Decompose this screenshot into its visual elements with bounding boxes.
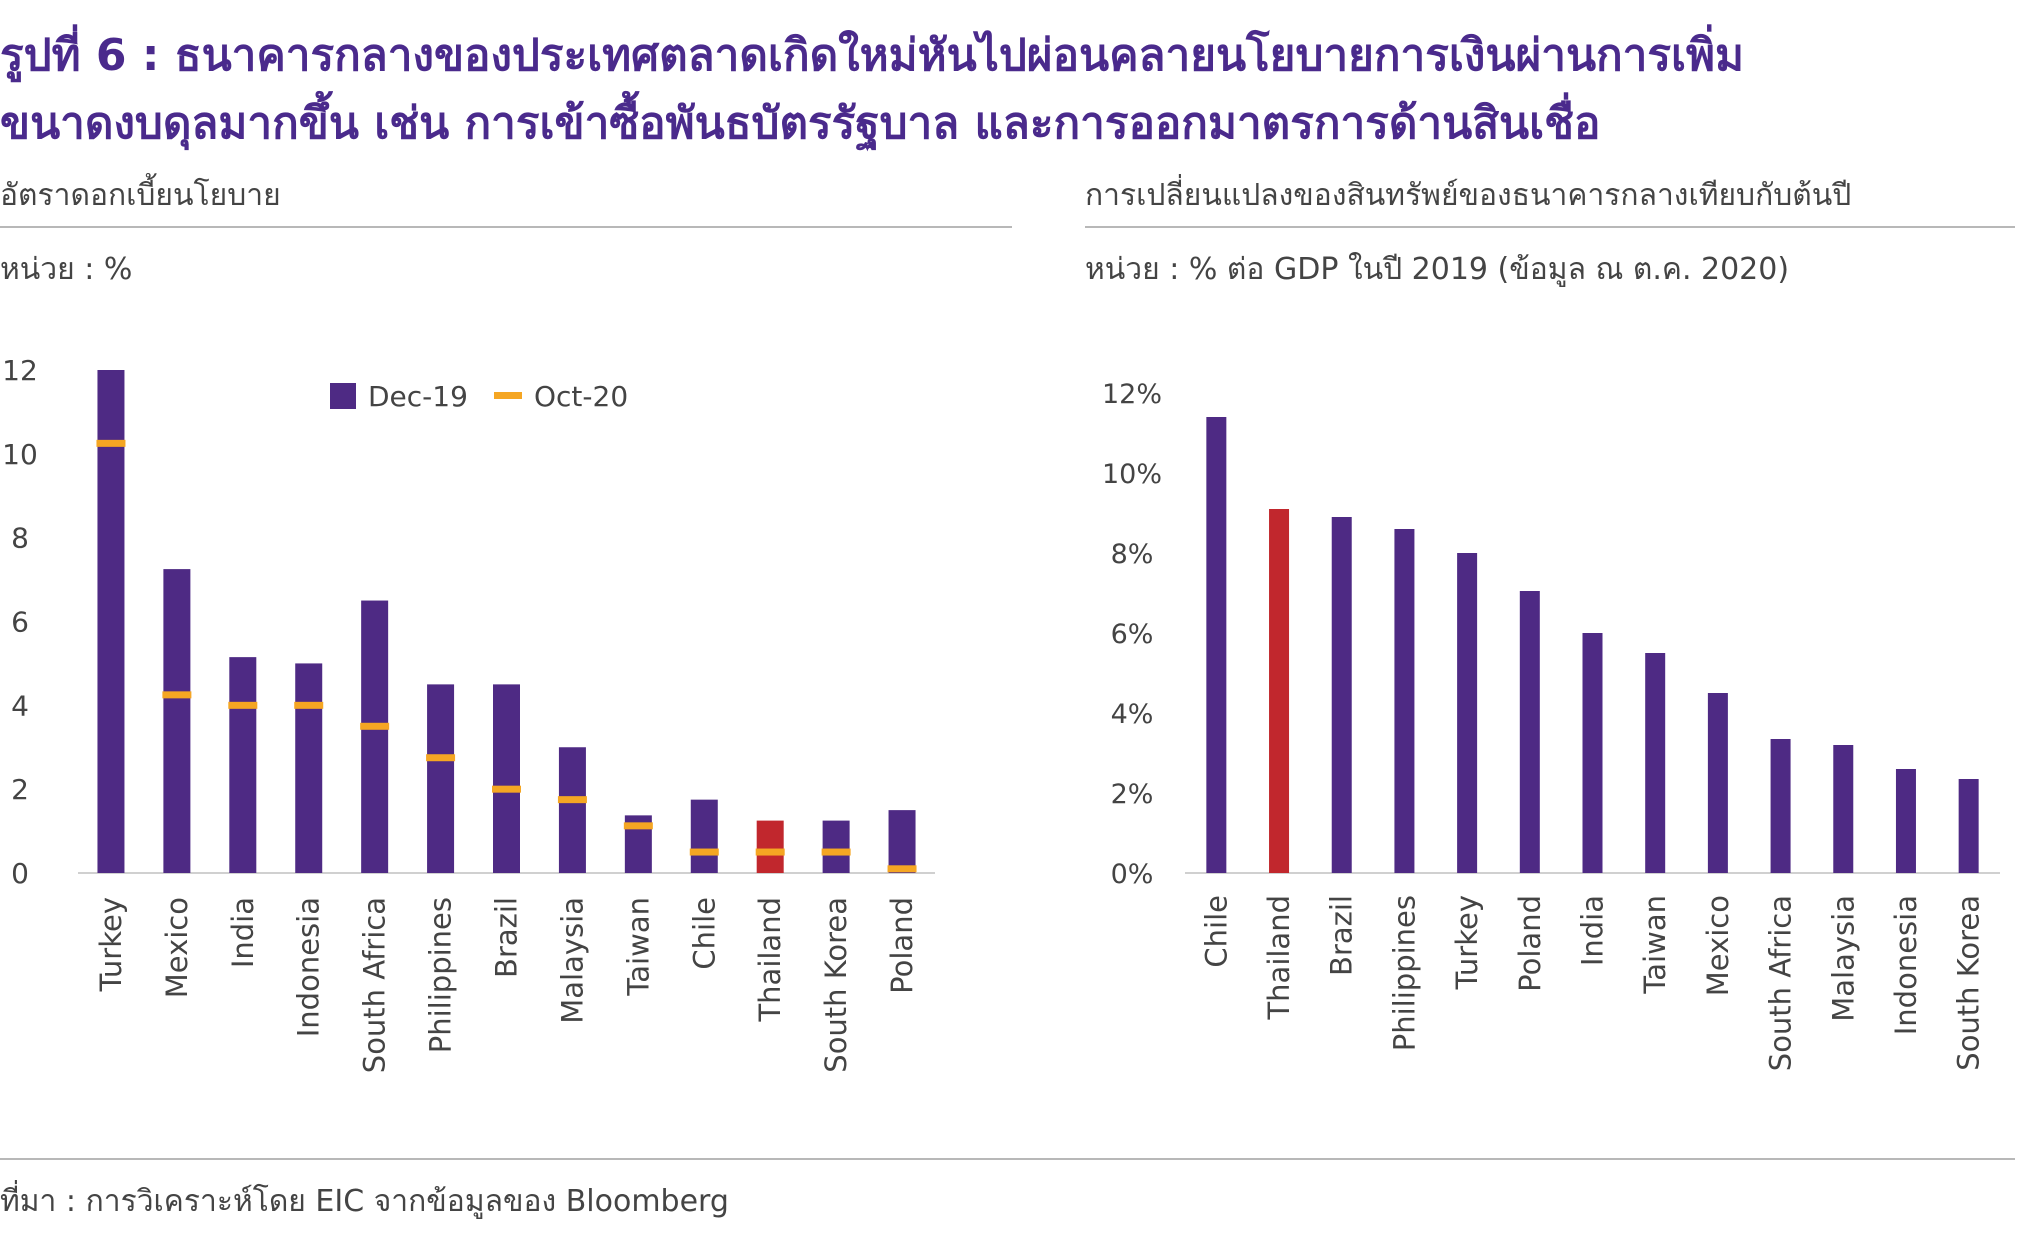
bar-dec19-south-korea [822, 820, 850, 873]
x-tick-label: Indonesia [1889, 895, 1923, 1035]
x-tick-label: Malaysia [1826, 895, 1860, 1022]
bar-south-korea [1958, 779, 1979, 873]
legend-label-dec19: Dec-19 [368, 380, 468, 413]
marker-oct20-india [228, 701, 258, 709]
bar-dec19-turkey [97, 370, 125, 873]
bar-mexico [1707, 693, 1728, 873]
right-panel-rule [1085, 226, 2015, 228]
bar-dec19-mexico [163, 569, 191, 873]
x-tick-label: Philippines [424, 897, 458, 1053]
x-tick-label: Mexico [160, 897, 194, 998]
x-tick-label: Indonesia [292, 897, 326, 1037]
y-tick-label: 12 [2, 354, 38, 387]
x-tick-label: Taiwan [621, 897, 655, 997]
legend-swatch-oct20 [494, 392, 522, 399]
marker-oct20-thailand [755, 848, 785, 856]
x-tick-label: Thailand [1262, 895, 1296, 1021]
figure-title-line1: รูปที่ 6 : ธนาคารกลางของประเทศตลาดเกิดให… [0, 30, 1745, 81]
x-tick-label: Turkey [1450, 895, 1484, 990]
y-tick-label: 4% [1111, 699, 1154, 730]
bar-dec19-indonesia [295, 663, 323, 873]
bar-dec19-malaysia [558, 747, 586, 873]
x-tick-label: Chile [687, 897, 721, 970]
y-tick-label: 2% [1111, 779, 1154, 810]
y-tick-label: 0% [1111, 859, 1154, 890]
bar-dec19-thailand [756, 820, 784, 873]
y-tick-label: 10 [2, 438, 38, 471]
bar-south-africa [1770, 739, 1791, 873]
bar-dec19-brazil [493, 684, 520, 873]
bar-dec19-south-africa [361, 600, 389, 873]
bar-india [1582, 633, 1603, 873]
bar-turkey [1457, 553, 1478, 873]
figure-title: รูปที่ 6 : ธนาคารกลางของประเทศตลาดเกิดให… [0, 22, 2035, 158]
bar-dec19-philippines [427, 684, 455, 873]
bar-dec19-chile [690, 799, 718, 873]
x-tick-label: India [226, 897, 260, 968]
source-note: ที่มา : การวิเคราะห์โดย EIC จากข้อมูลของ… [0, 1184, 729, 1219]
bar-poland [1519, 591, 1540, 873]
legend-label-oct20: Oct-20 [534, 380, 628, 413]
marker-oct20-taiwan [623, 822, 653, 830]
bar-taiwan [1645, 653, 1666, 873]
marker-oct20-chile [689, 848, 719, 856]
bar-malaysia [1833, 745, 1854, 873]
marker-oct20-turkey [96, 439, 126, 447]
marker-oct20-south-africa [360, 722, 390, 730]
legend-swatch-dec19 [330, 383, 356, 409]
bar-indonesia [1895, 769, 1916, 873]
bar-chile [1206, 417, 1227, 873]
right-panel-title: การเปลี่ยนแปลงของสินทรัพย์ของธนาคารกลางเ… [1085, 178, 1852, 213]
y-tick-label: 8 [11, 522, 29, 555]
bar-brazil [1331, 517, 1352, 873]
left-panel-unit: หน่วย : % [0, 252, 133, 287]
x-tick-label: Poland [885, 897, 919, 994]
x-tick-label: Malaysia [555, 897, 589, 1024]
y-tick-label: 2 [11, 773, 29, 806]
x-tick-label: South Africa [1764, 895, 1798, 1071]
footer-rule [0, 1158, 2015, 1160]
marker-oct20-poland [887, 865, 917, 873]
legend: Dec-19 Oct-20 [330, 380, 628, 413]
y-tick-label: 8% [1111, 539, 1154, 570]
y-tick-label: 0 [11, 857, 29, 890]
x-tick-label: Brazil [1325, 895, 1359, 976]
x-tick-label: Philippines [1387, 895, 1421, 1051]
y-tick-label: 6 [11, 606, 29, 639]
marker-oct20-philippines [426, 754, 456, 762]
x-tick-label: Brazil [490, 897, 524, 978]
y-tick-label: 12% [1102, 379, 1162, 410]
x-tick-label: Turkey [94, 897, 128, 992]
policy-rate-chart: 0 2 4 6 8 10 12 Turkey Mexico India Indonesia South… [2, 354, 935, 1073]
x-tick-label: India [1576, 895, 1610, 966]
right-panel-unit: หน่วย : % ต่อ GDP ในปี 2019 (ข้อมูล ณ ต.… [1085, 252, 1790, 287]
x-tick-label: South Korea [819, 897, 853, 1073]
bar-dec19-india [229, 657, 257, 873]
marker-oct20-brazil [492, 785, 521, 793]
marker-oct20-indonesia [294, 701, 324, 709]
x-tick-label: South Korea [1952, 895, 1986, 1071]
figure-title-line2: ขนาดงบดุลมากขึ้น เช่น การเข้าซื้อพันธบัต… [0, 98, 1601, 149]
y-tick-label: 6% [1111, 619, 1154, 650]
bar-dec19-poland [888, 810, 916, 873]
x-tick-label: South Africa [358, 897, 392, 1073]
x-tick-label: Mexico [1701, 895, 1735, 996]
x-tick-label: Poland [1513, 895, 1547, 992]
balance-sheet-chart: 0% 2% 4% 6% 8% 10% 12% Chile Thailand Brazil Phili… [1102, 379, 2000, 1071]
y-tick-label: 10% [1102, 459, 1162, 490]
marker-oct20-mexico [162, 691, 192, 699]
marker-oct20-south-korea [821, 848, 851, 856]
x-tick-label: Taiwan [1638, 895, 1672, 995]
bar-thailand [1269, 509, 1290, 873]
y-tick-label: 4 [11, 689, 29, 722]
left-panel-title: อัตราดอกเบี้ยนโยบาย [0, 178, 281, 213]
marker-oct20-malaysia [557, 796, 587, 804]
x-tick-label: Thailand [753, 897, 787, 1023]
x-tick-label: Chile [1199, 895, 1233, 968]
bar-philippines [1394, 529, 1415, 873]
left-panel-rule [0, 226, 1012, 228]
